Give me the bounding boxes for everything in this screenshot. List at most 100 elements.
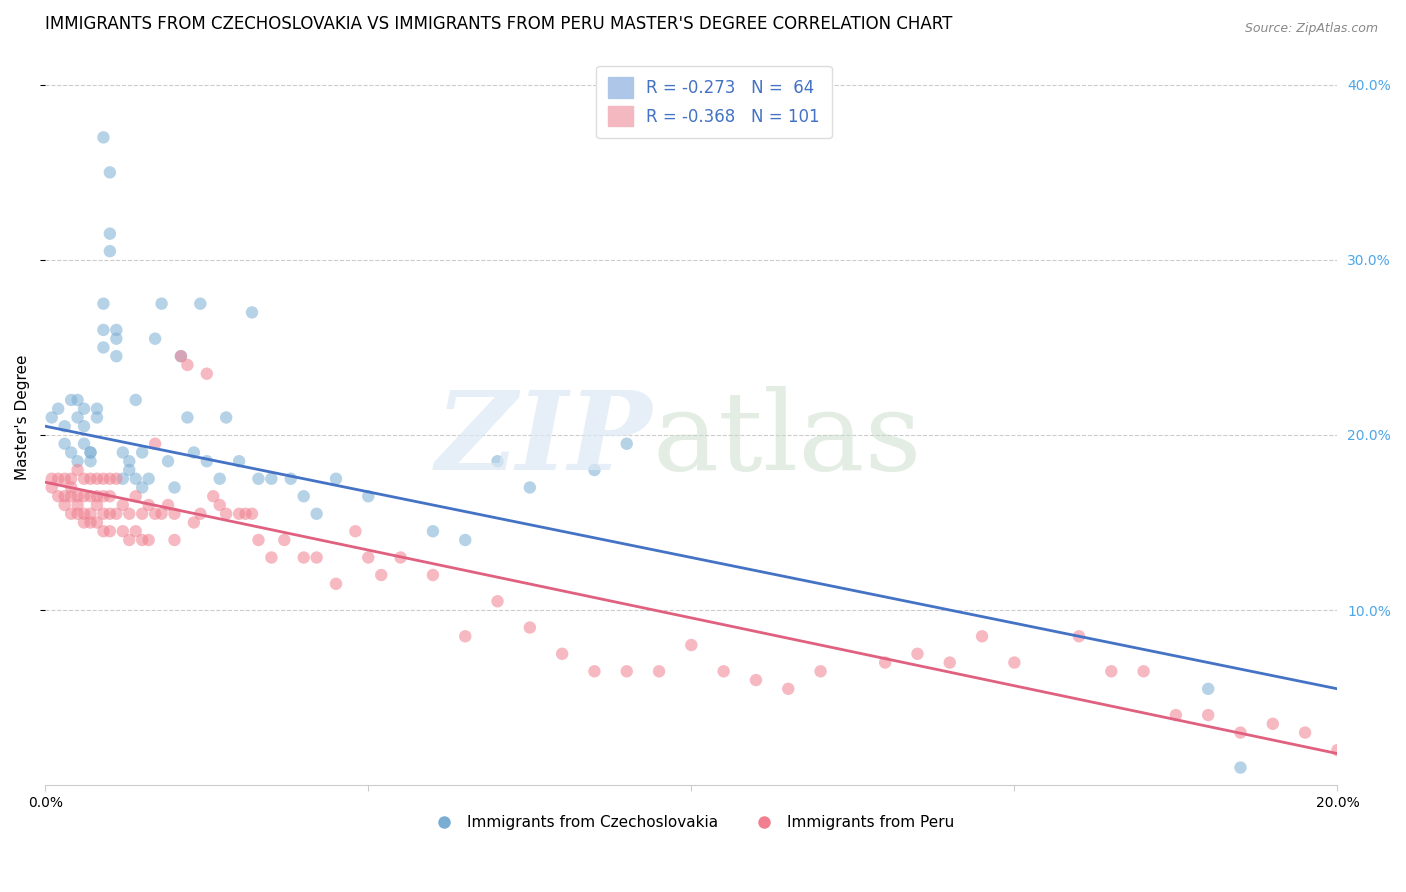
- Point: [111, 498, 134, 512]
- Point: [111, 472, 134, 486]
- Point: [305, 550, 328, 565]
- Point: [486, 594, 509, 608]
- Point: [583, 463, 606, 477]
- Y-axis label: Master's Degree: Master's Degree: [15, 355, 30, 480]
- Point: [60, 445, 83, 459]
- Point: [325, 472, 347, 486]
- Point: [131, 533, 153, 547]
- Point: [86, 516, 108, 530]
- Point: [195, 454, 218, 468]
- Point: [73, 436, 96, 450]
- Point: [118, 463, 141, 477]
- Point: [370, 568, 392, 582]
- Point: [98, 227, 121, 241]
- Point: [1164, 708, 1187, 723]
- Point: [86, 472, 108, 486]
- Point: [86, 410, 108, 425]
- Point: [125, 392, 148, 407]
- Point: [118, 507, 141, 521]
- Point: [454, 629, 477, 643]
- Point: [41, 410, 63, 425]
- Point: [93, 524, 115, 539]
- Point: [53, 436, 76, 450]
- Point: [46, 472, 69, 486]
- Text: ZIP: ZIP: [436, 385, 652, 493]
- Point: [235, 507, 257, 521]
- Point: [215, 507, 238, 521]
- Point: [188, 507, 211, 521]
- Point: [150, 507, 173, 521]
- Point: [79, 445, 101, 459]
- Point: [79, 454, 101, 468]
- Point: [1099, 665, 1122, 679]
- Point: [66, 463, 89, 477]
- Point: [125, 489, 148, 503]
- Point: [105, 332, 128, 346]
- Text: atlas: atlas: [652, 386, 922, 493]
- Point: [66, 454, 89, 468]
- Point: [53, 419, 76, 434]
- Point: [93, 507, 115, 521]
- Point: [150, 296, 173, 310]
- Point: [240, 507, 263, 521]
- Point: [1326, 743, 1348, 757]
- Point: [46, 489, 69, 503]
- Point: [53, 472, 76, 486]
- Point: [1067, 629, 1090, 643]
- Point: [138, 498, 160, 512]
- Point: [157, 454, 180, 468]
- Point: [260, 550, 283, 565]
- Point: [228, 454, 250, 468]
- Point: [79, 445, 101, 459]
- Point: [357, 550, 380, 565]
- Point: [125, 524, 148, 539]
- Point: [93, 472, 115, 486]
- Point: [111, 524, 134, 539]
- Point: [157, 498, 180, 512]
- Point: [163, 533, 186, 547]
- Point: [86, 401, 108, 416]
- Point: [273, 533, 295, 547]
- Point: [41, 481, 63, 495]
- Point: [143, 507, 166, 521]
- Point: [138, 472, 160, 486]
- Point: [176, 358, 198, 372]
- Point: [93, 489, 115, 503]
- Point: [125, 472, 148, 486]
- Point: [344, 524, 367, 539]
- Point: [357, 489, 380, 503]
- Point: [163, 507, 186, 521]
- Point: [118, 533, 141, 547]
- Point: [195, 367, 218, 381]
- Point: [46, 401, 69, 416]
- Point: [325, 576, 347, 591]
- Point: [810, 665, 832, 679]
- Point: [98, 524, 121, 539]
- Point: [105, 349, 128, 363]
- Point: [183, 516, 205, 530]
- Text: Source: ZipAtlas.com: Source: ZipAtlas.com: [1244, 22, 1378, 36]
- Point: [98, 244, 121, 259]
- Point: [681, 638, 703, 652]
- Point: [176, 410, 198, 425]
- Point: [66, 392, 89, 407]
- Point: [98, 472, 121, 486]
- Point: [1229, 761, 1251, 775]
- Point: [292, 489, 315, 503]
- Point: [1002, 656, 1025, 670]
- Point: [616, 665, 638, 679]
- Point: [215, 410, 238, 425]
- Point: [616, 436, 638, 450]
- Point: [1294, 725, 1316, 739]
- Point: [551, 647, 574, 661]
- Point: [240, 305, 263, 319]
- Point: [1261, 716, 1284, 731]
- Point: [73, 516, 96, 530]
- Point: [111, 445, 134, 459]
- Point: [778, 681, 800, 696]
- Point: [93, 296, 115, 310]
- Point: [98, 507, 121, 521]
- Point: [86, 489, 108, 503]
- Point: [247, 472, 270, 486]
- Point: [143, 436, 166, 450]
